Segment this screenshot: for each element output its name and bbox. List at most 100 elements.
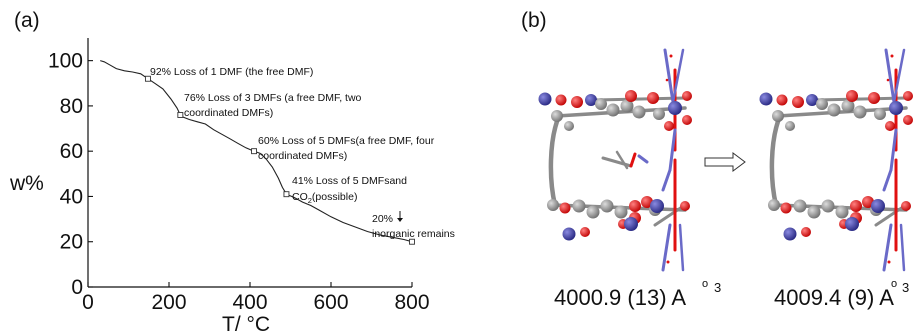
step-markers: [144, 75, 415, 245]
carbon-atom: [768, 199, 780, 211]
annotation-76-line-2: coordinated DMFs): [184, 107, 273, 119]
annotation-92: 92% Loss of 1 DMF (the free DMF): [150, 66, 313, 78]
oxygen-atom: [780, 202, 792, 214]
bond: [882, 168, 893, 192]
carbon-atom: [827, 103, 841, 117]
bond: [555, 106, 687, 118]
carbon-atom: [772, 110, 784, 122]
carbon-atom: [816, 98, 828, 110]
bond: [678, 223, 685, 272]
x-tick-label: 800: [394, 291, 429, 314]
oxygen-atom: [868, 92, 880, 104]
metal-atom: [562, 227, 576, 241]
oxygen-atom: [682, 91, 692, 101]
carbon-atom: [614, 205, 628, 219]
metal-atom: [650, 199, 664, 213]
cell-volume-after: 4009.4 (9) A o 3: [774, 278, 909, 310]
oxygen-atom: [680, 201, 690, 211]
terminal-dot: [665, 78, 669, 82]
annotation-20-arrow: [397, 211, 403, 222]
cell-volume-before-ring: o: [702, 278, 708, 290]
bond: [874, 203, 908, 227]
terminal-dot: [666, 260, 670, 264]
x-axis-title: T/ °C: [222, 313, 270, 334]
oxygen-atom: [555, 94, 567, 106]
linker-chain: [769, 113, 783, 208]
crystal-structure-after: [759, 48, 913, 272]
carbon-atom: [595, 98, 607, 110]
oxygen-atom: [903, 91, 913, 101]
carbon-atom: [564, 121, 574, 131]
carbon-atom: [793, 199, 807, 213]
annotation-20: 20% inorganic remains: [372, 213, 455, 240]
terminal-dot: [890, 54, 894, 58]
bond: [629, 152, 637, 168]
carbon-atom: [653, 108, 665, 120]
metal-atom: [624, 217, 638, 231]
panel-b-label: (b): [521, 9, 547, 32]
bond: [884, 48, 896, 104]
carbon-atom: [547, 199, 559, 211]
oxygen-atom: [776, 94, 788, 106]
carbon-atom: [785, 121, 795, 131]
terminal-dot: [669, 54, 673, 58]
annotations: 92% Loss of 1 DMF (the free DMF) 76% Los…: [150, 66, 455, 240]
bond: [593, 96, 687, 102]
annotation-60-line-1: 60% Loss of 5 DMFs(a free DMF, four: [258, 135, 435, 147]
y-tick-label: 20: [60, 231, 83, 254]
carbon-atom: [620, 99, 634, 113]
annotation-41-line-1: 41% Loss of 5 DMFsand: [292, 175, 407, 187]
metal-atom: [845, 217, 859, 231]
bond: [601, 156, 633, 168]
terminal-dot: [886, 78, 890, 82]
oxygen-atom: [641, 196, 653, 208]
annotation-60: 60% Loss of 5 DMFs(a free DMF, four coor…: [258, 135, 437, 162]
x-tick-label: 400: [232, 291, 267, 314]
crystal-structure-before: [538, 48, 692, 272]
bond: [668, 128, 677, 172]
oxygen-atom: [571, 96, 583, 108]
annotation-20-line-2: inorganic remains: [372, 228, 455, 240]
axes: 0 20 40 60 80 100 0 200 400 600 800 w% T/ °C: [9, 38, 430, 334]
cell-volume-after-exp: 3: [902, 280, 909, 295]
oxygen-atom: [559, 202, 571, 214]
y-tick-label: 40: [60, 185, 83, 208]
carbon-atom: [600, 199, 614, 213]
bond: [661, 223, 672, 272]
step-marker: [251, 148, 258, 155]
x-tick-label: 200: [151, 291, 186, 314]
carbon-atom: [807, 205, 821, 219]
bond: [814, 96, 908, 102]
x-tick-label: 600: [313, 291, 348, 314]
transition-arrow-icon: [704, 152, 746, 172]
metal-atom: [871, 199, 885, 213]
bond: [892, 48, 906, 104]
oxygen-atom: [682, 115, 692, 125]
carbon-atom: [821, 199, 835, 213]
oxygen-atom: [846, 90, 858, 102]
metal-atom: [538, 92, 552, 106]
cell-volume-before-exp: 3: [714, 280, 721, 295]
annotation-60-line-2: coordinated DMFs): [258, 150, 347, 162]
carbon-atom: [572, 199, 586, 213]
cell-volume-after-value: 4009.4 (9) A: [774, 285, 894, 310]
y-tick-label: 60: [60, 140, 83, 163]
oxygen-atom: [664, 121, 674, 131]
annotation-20-line-1: 20%: [372, 213, 393, 225]
linker-chain: [548, 113, 562, 208]
carbon-atom: [835, 205, 849, 219]
annotation-92-line-1: 92% Loss of 1 DMF (the free DMF): [150, 66, 313, 78]
oxygen-atom: [850, 200, 862, 212]
metal-atom: [759, 92, 773, 106]
x-ticks: 0 200 400 600 800: [82, 282, 430, 314]
metal-atom: [889, 101, 903, 115]
bond: [899, 223, 906, 272]
oxygen-atom: [801, 227, 811, 237]
bond: [637, 154, 649, 164]
carbon-atom: [853, 105, 867, 119]
metal-atom: [668, 101, 682, 115]
oxygen-atom: [647, 92, 659, 104]
cell-volume-after-ring: o: [891, 278, 897, 290]
y-tick-label: 100: [48, 50, 83, 73]
